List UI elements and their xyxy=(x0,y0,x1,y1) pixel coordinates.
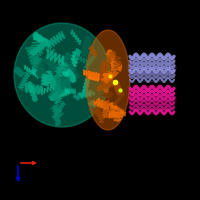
Ellipse shape xyxy=(128,54,176,82)
Ellipse shape xyxy=(86,30,130,130)
Ellipse shape xyxy=(14,23,110,127)
Ellipse shape xyxy=(128,86,176,114)
